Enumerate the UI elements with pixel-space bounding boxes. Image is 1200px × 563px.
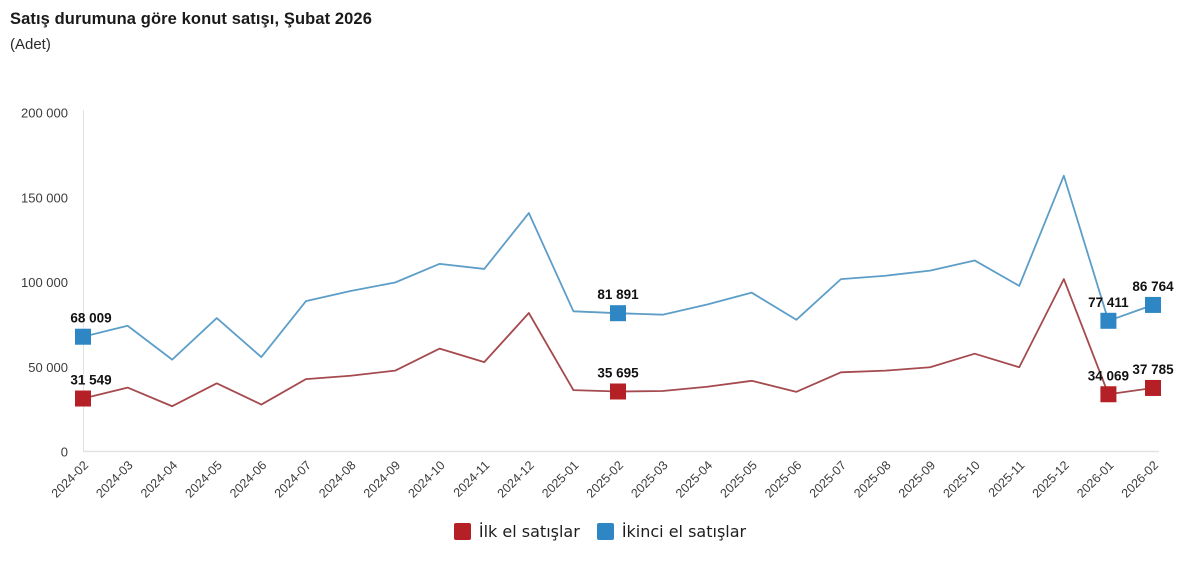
data-point-label: 37 785	[1132, 362, 1174, 377]
y-tick-label: 200 000	[21, 106, 68, 121]
x-tick-label: 2024-12	[495, 458, 537, 500]
data-point-label: 81 891	[597, 287, 639, 302]
data-point-label: 35 695	[597, 365, 639, 380]
chart-legend: İlk el satışlar İkinci el satışlar	[0, 522, 1200, 541]
chart-unit-label: (Adet)	[10, 36, 51, 53]
x-tick-label: 2025-04	[673, 458, 715, 500]
x-tick-label: 2025-12	[1030, 458, 1072, 500]
x-tick-label: 2024-10	[405, 458, 447, 500]
x-tick-label: 2024-08	[316, 458, 358, 500]
data-point-marker	[1100, 386, 1117, 403]
x-tick-label: 2025-06	[762, 458, 804, 500]
series-line-ikinci-el	[82, 174, 1154, 361]
data-point-marker	[1100, 312, 1117, 329]
x-tick-label: 2025-02	[584, 458, 626, 500]
x-tick-label: 2025-01	[539, 458, 581, 500]
legend-item-ikinci-el: İkinci el satışlar	[596, 522, 747, 541]
x-tick-label: 2025-07	[807, 458, 849, 500]
legend-item-ilk-el: İlk el satışlar	[453, 522, 580, 541]
data-point-label: 86 764	[1132, 279, 1174, 294]
x-tick-label: 2025-10	[940, 458, 982, 500]
data-point-marker	[75, 328, 91, 345]
x-tick-label: 2024-06	[227, 458, 269, 500]
x-tick-label: 2024-05	[183, 458, 225, 500]
data-point-marker	[1144, 379, 1161, 396]
x-tick-label: 2024-11	[451, 458, 493, 500]
data-point-marker	[75, 390, 91, 407]
x-tick-label: 2024-07	[272, 458, 314, 500]
data-point-label: 34 069	[1088, 368, 1129, 383]
x-tick-label: 2026-02	[1119, 458, 1161, 500]
x-tick-label: 2025-03	[628, 458, 670, 500]
data-point-marker	[609, 305, 626, 322]
data-point-marker	[609, 383, 626, 400]
data-point-label: 68 009	[70, 311, 111, 326]
legend-label-ikinci-el: İkinci el satışlar	[621, 522, 747, 541]
x-tick-label: 2025-05	[718, 458, 760, 500]
x-tick-label: 2025-09	[896, 458, 938, 500]
chart-title: Satış durumuna göre konut satışı, Şubat …	[10, 10, 372, 28]
data-point-label: 31 549	[70, 373, 111, 388]
legend-swatch-blue	[596, 523, 614, 540]
x-tick-label: 2024-02	[49, 458, 91, 500]
x-tick-label: 2026-01	[1074, 458, 1116, 500]
data-point-marker	[1144, 296, 1161, 313]
legend-swatch-red	[453, 523, 471, 540]
data-point-label: 77 411	[1088, 295, 1129, 310]
legend-label-ilk-el: İlk el satışlar	[478, 522, 580, 541]
y-tick-label: 0	[61, 445, 68, 460]
y-tick-label: 50 000	[28, 360, 68, 375]
x-tick-label: 2024-03	[93, 458, 135, 500]
x-tick-label: 2025-08	[851, 458, 893, 500]
y-tick-label: 100 000	[21, 275, 68, 290]
x-tick-label: 2024-09	[361, 458, 403, 500]
y-tick-label: 150 000	[21, 190, 68, 205]
x-tick-label: 2025-11	[986, 458, 1028, 500]
x-tick-label: 2024-04	[138, 458, 180, 500]
